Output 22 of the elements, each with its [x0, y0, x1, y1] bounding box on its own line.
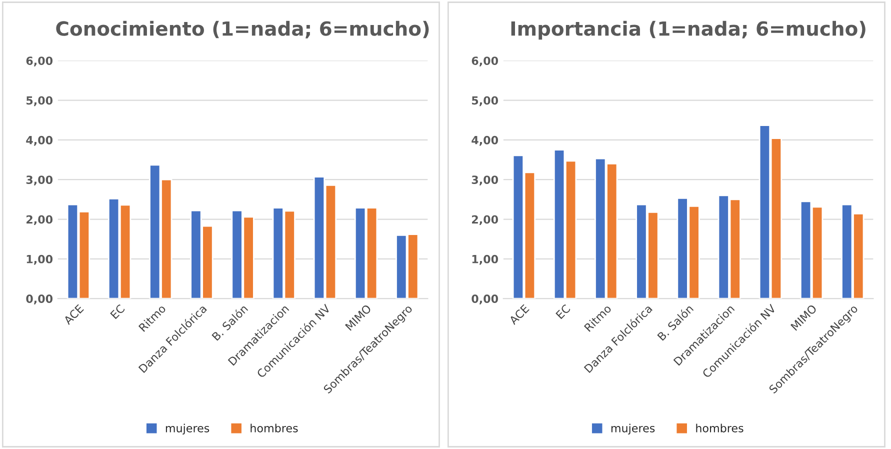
y-tick-label: 6,00 [472, 56, 498, 66]
y-tick-label: 4,00 [26, 136, 53, 146]
y-tick-label: 6,00 [26, 56, 53, 66]
y-tick-label: 0,00 [472, 294, 498, 304]
legend-label: hombres [696, 424, 744, 432]
y-tick-label: 2,00 [472, 215, 498, 226]
x-tick-label: EC [110, 304, 126, 320]
y-tick-label: 0,00 [26, 294, 53, 304]
y-tick-label: 5,00 [472, 96, 498, 106]
x-tick-label: EC [556, 304, 571, 320]
y-tick-label: 3,00 [472, 176, 498, 186]
y-tick-label: 1,00 [26, 254, 53, 265]
legend-label: mujeres [166, 424, 210, 435]
legend-label: mujeres [611, 424, 655, 435]
chart-title: Conocimiento (1=nada; 6=mucho) [56, 20, 429, 38]
chart-title: Importancia (1=nada; 6=mucho) [511, 20, 866, 40]
y-tick-label: 4,00 [472, 136, 498, 146]
y-tick-label: 3,00 [26, 176, 53, 186]
legend-label: hombres [250, 424, 298, 432]
y-tick-label: 5,00 [26, 96, 53, 106]
y-tick-label: 1,00 [472, 254, 498, 265]
y-tick-label: 2,00 [26, 215, 53, 226]
